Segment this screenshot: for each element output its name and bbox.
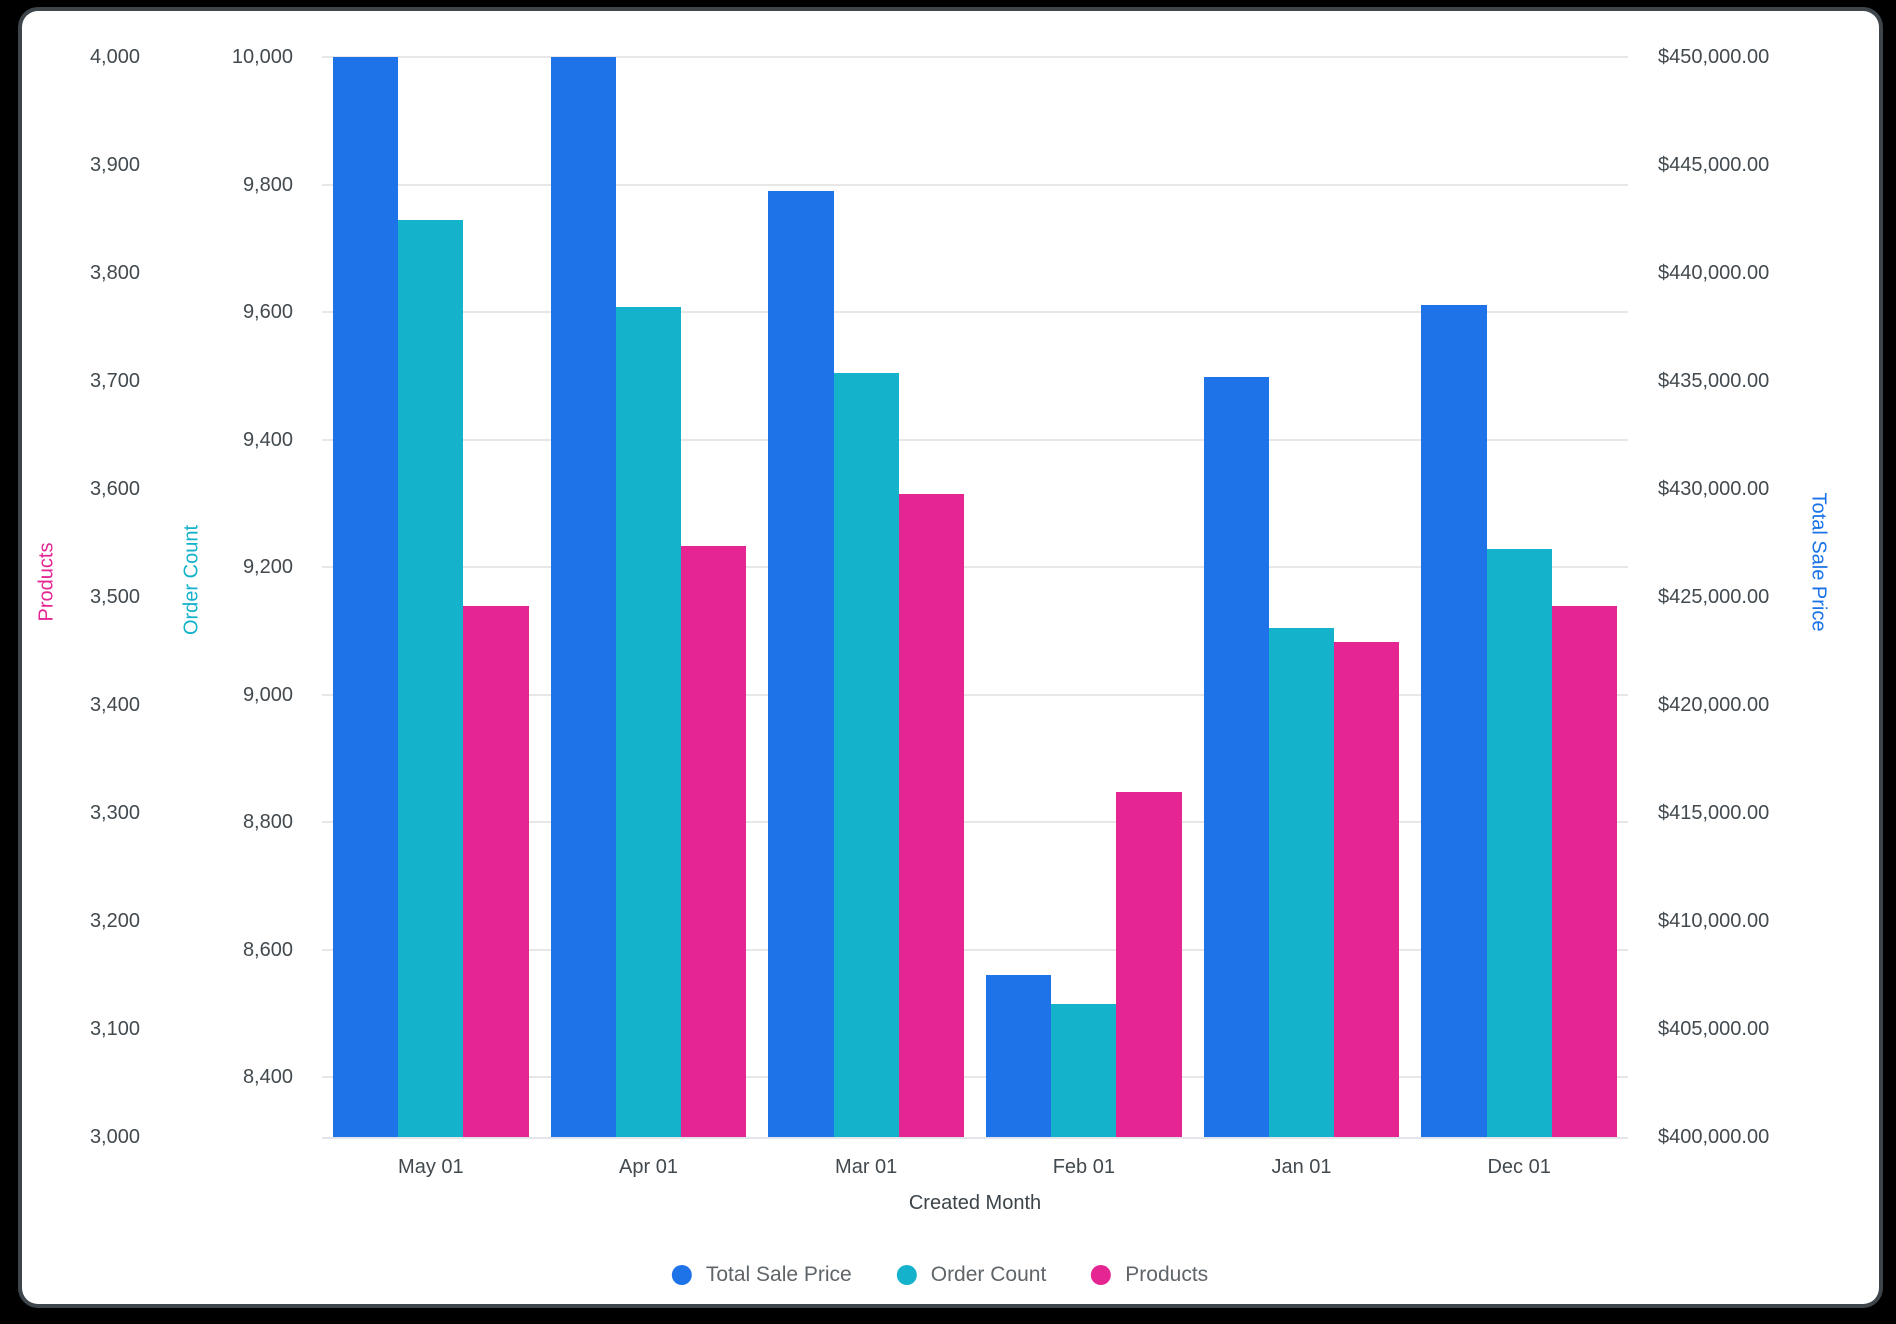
bar-order-count-mar-01[interactable] xyxy=(833,372,899,1137)
x-axis-category-label: Dec 01 xyxy=(1487,1156,1551,1178)
axis-tick-label: $440,000.00 xyxy=(1658,262,1770,284)
bar-order-count-may-01[interactable] xyxy=(398,219,464,1137)
total-sale-price-axis-title: Total Sale Price xyxy=(1807,492,1830,632)
axis-tick-label: $430,000.00 xyxy=(1658,478,1770,500)
axis-tick-label: 10,000 xyxy=(231,46,293,68)
axis-tick-label: 3,800 xyxy=(89,262,140,284)
axis-tick-label: $425,000.00 xyxy=(1658,586,1770,608)
gridline xyxy=(322,693,1628,696)
gridline xyxy=(322,183,1628,186)
axis-tick-label: 3,400 xyxy=(89,694,140,716)
order-count-axis-title: Order Count xyxy=(180,524,203,636)
bar-products-apr-01[interactable] xyxy=(681,546,747,1137)
bar-total-sale-price-feb-01[interactable] xyxy=(985,975,1052,1137)
bar-products-mar-01[interactable] xyxy=(898,494,965,1137)
axis-tick-label: 9,400 xyxy=(242,428,293,451)
bar-products-feb-01[interactable] xyxy=(1116,792,1182,1137)
legend-dot-icon xyxy=(671,1265,692,1285)
bar-order-count-feb-01[interactable] xyxy=(1051,1003,1117,1137)
axis-tick-label: 3,900 xyxy=(89,154,140,176)
axis-tick-label: $435,000.00 xyxy=(1658,370,1770,392)
products-axis-title: Products xyxy=(35,542,58,622)
axis-tick-label: 8,600 xyxy=(242,938,293,961)
axis-tick-label: 3,000 xyxy=(89,1126,140,1148)
axis-tick-label: 3,600 xyxy=(89,478,140,500)
axis-tick-label: 8,400 xyxy=(242,1066,293,1089)
x-axis-category-label: Feb 01 xyxy=(1052,1156,1115,1178)
legend: Total Sale Price Order Count Products xyxy=(671,1263,1208,1287)
gridline xyxy=(322,1076,1628,1079)
legend-item-total-sale-price[interactable]: Total Sale Price xyxy=(671,1263,852,1287)
axis-tick-label: $450,000.00 xyxy=(1658,46,1770,68)
gridline xyxy=(322,948,1628,951)
axis-tick-label: 9,600 xyxy=(242,301,293,324)
gridline xyxy=(322,311,1628,314)
bar-order-count-dec-01[interactable] xyxy=(1486,549,1552,1137)
x-axis-category-label: Mar 01 xyxy=(835,1156,898,1178)
x-axis-category-label: Apr 01 xyxy=(619,1156,678,1178)
legend-item-products[interactable]: Products xyxy=(1091,1263,1208,1287)
bar-total-sale-price-may-01[interactable] xyxy=(332,57,399,1137)
axis-tick-label: $445,000.00 xyxy=(1658,154,1770,176)
axis-tick-label: 8,800 xyxy=(242,811,293,834)
legend-dot-icon xyxy=(896,1265,917,1285)
axis-tick-label: 3,300 xyxy=(89,802,140,824)
bar-products-dec-01[interactable] xyxy=(1551,605,1618,1137)
axis-tick-label: 3,100 xyxy=(89,1018,140,1040)
axis-tick-label: $400,000.00 xyxy=(1658,1126,1770,1148)
x-axis-baseline xyxy=(322,1137,1628,1139)
axis-tick-label: 9,200 xyxy=(242,556,293,579)
axis-tick-label: $410,000.00 xyxy=(1658,910,1770,932)
x-axis-category-label: Jan 01 xyxy=(1271,1156,1332,1178)
axis-tick-label: 9,800 xyxy=(242,173,293,196)
bar-total-sale-price-apr-01[interactable] xyxy=(550,57,616,1137)
legend-label: Products xyxy=(1125,1263,1209,1286)
gridline xyxy=(322,566,1628,569)
axis-tick-label: 4,000 xyxy=(89,46,140,68)
legend-label: Total Sale Price xyxy=(705,1263,852,1286)
bar-total-sale-price-mar-01[interactable] xyxy=(768,190,834,1137)
axis-tick-label: 3,200 xyxy=(89,910,140,932)
legend-dot-icon xyxy=(1091,1265,1112,1285)
gridline xyxy=(322,438,1628,441)
gridline xyxy=(322,821,1628,824)
axis-tick-label: $415,000.00 xyxy=(1658,802,1770,824)
axis-tick-label: $420,000.00 xyxy=(1658,694,1770,716)
x-axis-title: Created Month xyxy=(908,1192,1042,1214)
axis-tick-label: 3,700 xyxy=(89,370,140,392)
legend-label: Order Count xyxy=(930,1263,1047,1286)
bar-products-jan-01[interactable] xyxy=(1334,642,1400,1137)
bar-products-may-01[interactable] xyxy=(463,605,529,1137)
gridline xyxy=(322,56,1628,58)
bar-order-count-jan-01[interactable] xyxy=(1268,627,1335,1137)
x-axis-category-label: May 01 xyxy=(398,1156,464,1178)
axis-tick-label: 3,500 xyxy=(89,586,140,608)
bar-total-sale-price-dec-01[interactable] xyxy=(1421,305,1487,1137)
axis-tick-label: $405,000.00 xyxy=(1658,1018,1770,1040)
legend-item-order-count[interactable]: Order Count xyxy=(896,1263,1047,1287)
bar-total-sale-price-jan-01[interactable] xyxy=(1203,376,1269,1137)
axis-tick-label: 9,000 xyxy=(242,683,293,706)
bar-order-count-apr-01[interactable] xyxy=(615,306,682,1137)
